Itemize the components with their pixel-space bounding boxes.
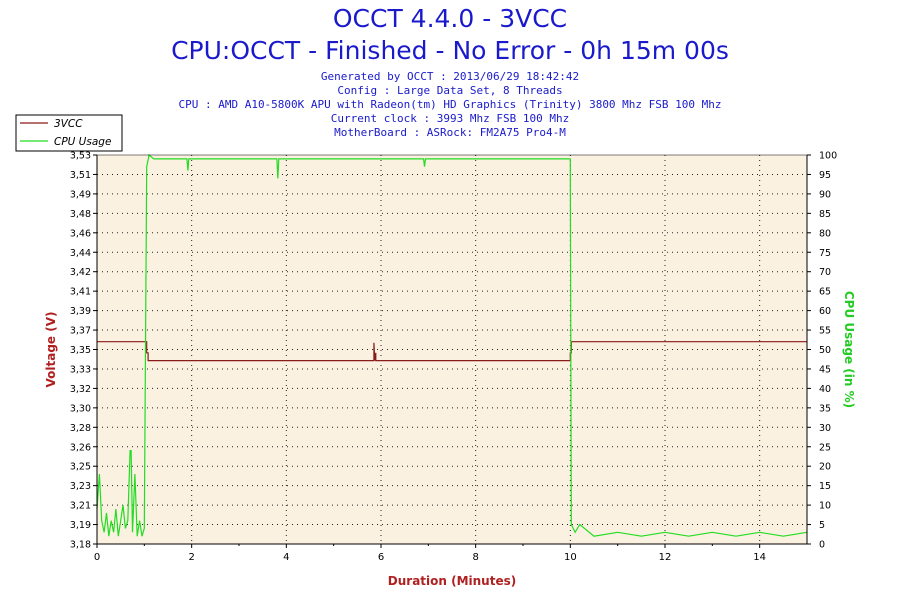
y-left-tick-label: 3,39 [70,306,91,317]
y-right-tick-label: 25 [819,442,831,453]
y-right-tick-label: 0 [819,540,825,551]
y-left-tick-label: 3,35 [70,345,91,356]
y-left-tick-label: 3,30 [70,403,91,414]
y-left-tick-label: 3,46 [70,228,91,239]
y-right-tick-label: 60 [819,306,831,317]
x-tick-label: 0 [94,552,100,563]
y-right-tick-label: 65 [819,287,831,298]
y-right-tick-label: 70 [819,267,831,278]
y-left-tick-label: 3,19 [70,520,91,531]
y-left-tick-label: 3,37 [70,326,91,337]
y-right-tick-label: 85 [819,209,831,220]
y-left-tick-label: 3,41 [70,287,91,298]
y-right-tick-label: 95 [819,170,831,181]
x-tick-label: 12 [659,552,672,563]
info-generated: Generated by OCCT : 2013/06/29 18:42:42 [320,70,580,83]
info-cpu: CPU : AMD A10-5800K APU with Radeon(tm) … [178,98,722,111]
y-left-tick-label: 3,51 [70,170,91,181]
chart-subtitle: CPU:OCCT - Finished - No Error - 0h 15m … [171,36,729,65]
legend-box [15,114,123,152]
y-right-tick-label: 30 [819,423,831,434]
y-left-tick-label: 3,23 [70,481,91,492]
chart-title: OCCT 4.4.0 - 3VCC [332,4,568,33]
y-left-tick-label: 3,49 [70,189,91,200]
y-left-axis-label: Voltage (V) [44,312,58,388]
info-config: Config : Large Data Set, 8 Threads [337,84,563,97]
y-right-tick-label: 15 [819,481,831,492]
y-right-tick-label: 20 [819,462,831,473]
x-axis-label: Duration (Minutes) [388,574,516,588]
y-right-tick-label: 50 [819,345,831,356]
y-left-tick-label: 3,18 [70,540,91,551]
y-right-tick-label: 40 [819,384,831,395]
y-left-tick-label: 3,48 [70,209,91,220]
y-left-tick-label: 3,21 [70,501,91,512]
y-right-axis-label: CPU Usage (in %) [842,291,856,408]
legend: 3VCC CPU Usage [15,114,123,152]
grid [97,155,807,544]
y-right-tick-label: 80 [819,228,831,239]
y-left-tick-label: 3,53 [70,151,91,162]
series-cpu-usage-line [96,153,808,537]
y-right-tick-label: 90 [819,189,831,200]
y-right-tick-label: 5 [819,520,825,531]
y-right-tick-label: 10 [819,501,831,512]
y-left-tick-label: 3,33 [70,364,91,375]
y-right-tick-label: 100 [819,151,837,162]
y-left-tick-label: 3,32 [70,384,91,395]
y-right-tick-label: 55 [819,326,831,337]
y-left-tick-label: 3,26 [70,442,91,453]
info-clock: Current clock : 3993 Mhz FSB 100 Mhz [330,112,570,125]
x-tick-label: 6 [378,552,384,563]
x-tick-label: 4 [283,552,289,563]
y-left-tick-label: 3,42 [70,267,91,278]
legend-label-cpu-usage: CPU Usage [54,136,111,148]
info-motherboard: MotherBoard : ASRock: FM2A75 Pro4-M [334,126,566,139]
x-tick-label: 2 [188,552,194,563]
axes: 0 2 4 6 8 10 12 14 3,18 3,19 3,21 3,23 3,25 3,26 3,28 3… [44,151,856,589]
y-left-tick-label: 3,25 [70,462,91,473]
y-left-tick-label: 3,28 [70,423,91,434]
y-left-tick-label: 3,44 [70,248,91,259]
x-tick-label: 14 [753,552,766,563]
y-right-tick-label: 45 [819,364,831,375]
y-right-tick-label: 75 [819,248,831,259]
x-tick-label: 10 [564,552,577,563]
series-layer [96,153,808,537]
x-tick-label: 8 [472,552,478,563]
legend-label-3vcc: 3VCC [54,118,83,130]
y-right-tick-label: 35 [819,403,831,414]
